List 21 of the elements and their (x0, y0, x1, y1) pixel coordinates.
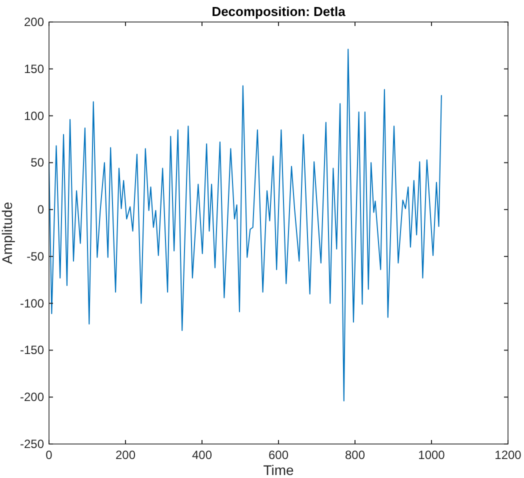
y-tick-label: -250 (20, 437, 44, 451)
y-tick-label: -100 (20, 296, 44, 310)
x-tick-label: 1000 (418, 448, 446, 462)
x-tick-label: 200 (115, 448, 136, 462)
y-tick-label: 0 (37, 202, 44, 217)
y-tick-label: 50 (30, 156, 44, 170)
x-axis-title: Time (263, 462, 294, 478)
y-tick-label: 150 (24, 62, 44, 76)
x-tick-label: 1200 (494, 448, 522, 462)
y-tick-label: 200 (24, 15, 44, 29)
chart-title: Decomposition: Detla (212, 4, 346, 19)
y-tick-label: -50 (26, 249, 44, 264)
x-tick-label: 600 (268, 448, 289, 462)
x-tick-label: 0 (46, 448, 53, 462)
y-tick-label: -200 (20, 390, 44, 404)
x-tick-label: 800 (344, 448, 366, 462)
line-series (48, 48, 442, 402)
y-axis-title: Amplitude (0, 202, 15, 264)
x-tick-label: 400 (192, 448, 212, 462)
y-tick-label: -150 (20, 343, 44, 358)
y-tick-label: 100 (24, 108, 44, 123)
